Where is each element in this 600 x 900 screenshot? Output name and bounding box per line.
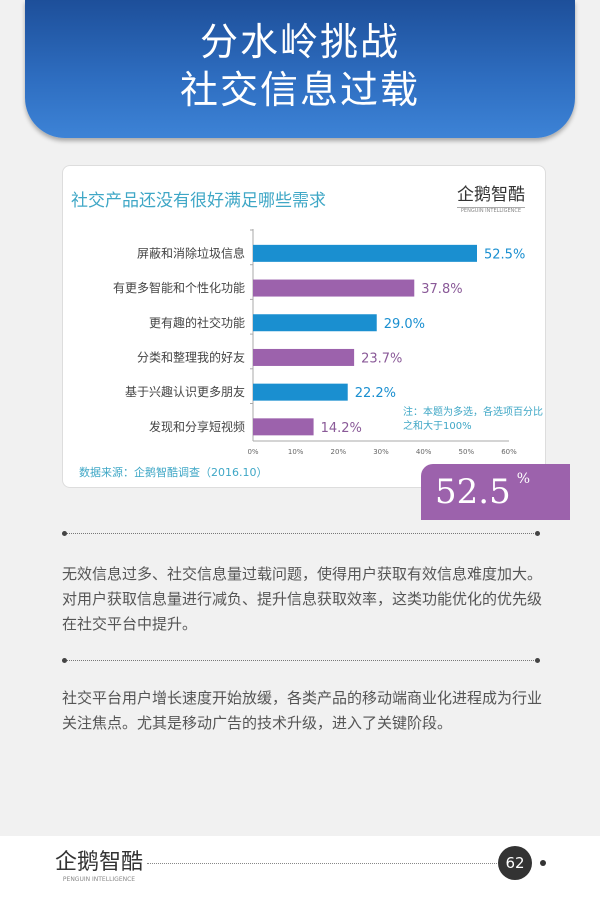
category-label: 基于兴趣认识更多朋友 — [125, 384, 245, 399]
title-line-1: 分水岭挑战 — [199, 20, 400, 64]
header-banner: 分水岭挑战 社交信息过载 — [25, 0, 575, 138]
footer-logo: 企鹅智酷 PENGUIN INTELLIGENCE — [55, 850, 144, 883]
bar — [253, 418, 314, 436]
decorative-dot — [540, 860, 546, 866]
x-tick-label: 20% — [331, 448, 347, 456]
highlight-badge: 52.5% — [421, 464, 570, 520]
data-label: 14.2% — [321, 421, 362, 436]
bar — [253, 314, 377, 332]
chart-logo: 企鹅智酷 PENGUIN INTELLIGENCE — [457, 185, 525, 214]
bar — [253, 279, 415, 297]
chart-source: 数据来源：企鹅智酷调查（2016.10） — [79, 466, 268, 479]
x-tick-label: 60% — [501, 448, 517, 456]
paragraph-1: 无效信息过多、社交信息量过载问题，使得用户获取有效信息难度加大。对用户获取信息量… — [62, 565, 543, 633]
data-label: 52.5% — [484, 247, 525, 262]
data-label: 23.7% — [361, 351, 402, 366]
paragraph-2: 社交平台用户增长速度开始放缓，各类产品的移动端商业化进程成为行业关注焦点。尤其是… — [62, 689, 543, 732]
category-label: 有更多智能和个性化功能 — [113, 280, 245, 295]
x-tick-label: 10% — [288, 448, 304, 456]
title-line-2: 社交信息过载 — [179, 68, 420, 112]
x-tick-label: 50% — [459, 448, 475, 456]
footer-line — [147, 863, 497, 864]
category-label: 发现和分享短视频 — [149, 419, 245, 434]
chart-title: 社交产品还没有很好满足哪些需求 — [71, 191, 326, 211]
x-tick-label: 30% — [373, 448, 389, 456]
chart-note: 注：本题为多选，各选项百分比之和大于100% — [403, 407, 543, 432]
divider — [62, 531, 540, 536]
data-label: 22.2% — [355, 386, 396, 401]
category-label: 分类和整理我的好友 — [137, 349, 245, 364]
data-label: 37.8% — [421, 282, 462, 297]
category-label: 更有趣的社交功能 — [149, 315, 245, 330]
bar — [253, 348, 355, 366]
bar — [253, 383, 348, 401]
x-tick-label: 40% — [416, 448, 432, 456]
bar — [253, 244, 477, 262]
footer: 企鹅智酷 PENGUIN INTELLIGENCE 62 — [0, 836, 600, 900]
divider — [62, 658, 540, 663]
category-label: 屏蔽和消除垃圾信息 — [137, 245, 245, 260]
x-tick-label: 0% — [247, 448, 258, 456]
data-label: 29.0% — [384, 317, 425, 332]
bar-chart: 0% 10% 20% 30% 40% 50% 60% 屏蔽和消除垃圾信息 52.5% 有更多智能和… — [113, 229, 525, 456]
page-number: 62 — [498, 846, 532, 880]
